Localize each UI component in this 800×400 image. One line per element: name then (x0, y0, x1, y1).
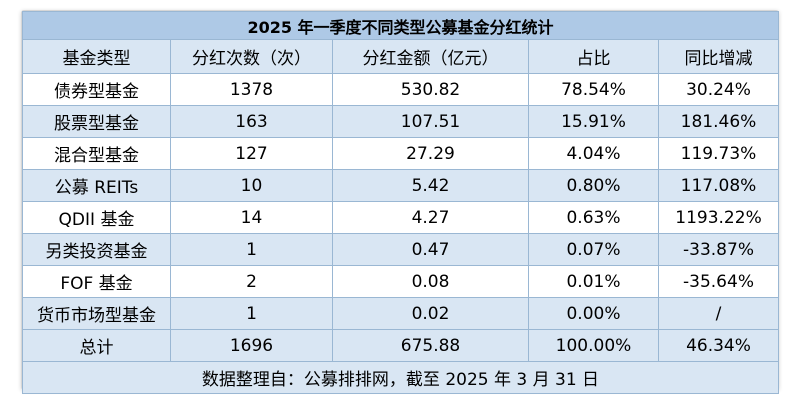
cell-fund-type: FOF 基金 (22, 265, 171, 298)
cell-share: 78.54% (528, 73, 659, 106)
cell-dividend-count: 14 (170, 201, 333, 234)
cell-dividend-amount: 107.51 (332, 105, 529, 138)
cell-dividend-amount: 0.47 (332, 233, 529, 266)
header-share: 占比 (528, 39, 659, 74)
cell-dividend-amount: 5.42 (332, 169, 529, 202)
table-row: 货币市场型基金 1 0.02 0.00% / (22, 297, 779, 330)
table-row: 股票型基金 163 107.51 15.91% 181.46% (22, 105, 779, 138)
cell-yoy-change: 30.24% (658, 73, 779, 106)
cell-dividend-count: 163 (170, 105, 333, 138)
header-fund-type: 基金类型 (22, 39, 171, 74)
cell-dividend-count: 1 (170, 233, 333, 266)
header-yoy-change: 同比增减 (658, 39, 779, 74)
cell-yoy-change: 181.46% (658, 105, 779, 138)
cell-fund-type: 混合型基金 (22, 137, 171, 170)
dividend-table: 2025 年一季度不同类型公募基金分红统计 基金类型 分红次数（次） 分红金额（… (22, 11, 779, 394)
cell-yoy-change: -33.87% (658, 233, 779, 266)
cell-yoy-change: / (658, 297, 779, 330)
cell-share: 0.00% (528, 297, 659, 330)
cell-fund-type: 债券型基金 (22, 73, 171, 106)
header-dividend-count: 分红次数（次） (170, 39, 333, 74)
cell-dividend-amount: 0.08 (332, 265, 529, 298)
cell-fund-type: 另类投资基金 (22, 233, 171, 266)
source-note: 数据整理自：公募排排网，截至 2025 年 3 月 31 日 (22, 361, 779, 394)
table-row: 混合型基金 127 27.29 4.04% 119.73% (22, 137, 779, 170)
cell-fund-type: 货币市场型基金 (22, 297, 171, 330)
cell-yoy-change: 117.08% (658, 169, 779, 202)
cell-fund-type: 公募 REITs (22, 169, 171, 202)
cell-dividend-amount: 4.27 (332, 201, 529, 234)
total-label: 总计 (22, 329, 171, 362)
cell-dividend-amount: 530.82 (332, 73, 529, 106)
table-row: QDII 基金 14 4.27 0.63% 1193.22% (22, 201, 779, 234)
table-title: 2025 年一季度不同类型公募基金分红统计 (22, 11, 779, 40)
cell-dividend-count: 1 (170, 297, 333, 330)
total-dividend-count: 1696 (170, 329, 333, 362)
cell-share: 0.07% (528, 233, 659, 266)
title-row: 2025 年一季度不同类型公募基金分红统计 (22, 11, 779, 40)
cell-yoy-change: 1193.22% (658, 201, 779, 234)
table-row: 公募 REITs 10 5.42 0.80% 117.08% (22, 169, 779, 202)
total-share: 100.00% (528, 329, 659, 362)
cell-yoy-change: 119.73% (658, 137, 779, 170)
cell-share: 0.63% (528, 201, 659, 234)
source-row: 数据整理自：公募排排网，截至 2025 年 3 月 31 日 (22, 361, 779, 394)
cell-dividend-count: 1378 (170, 73, 333, 106)
total-yoy-change: 46.34% (658, 329, 779, 362)
cell-share: 0.01% (528, 265, 659, 298)
table-row: 另类投资基金 1 0.47 0.07% -33.87% (22, 233, 779, 266)
table-row: 债券型基金 1378 530.82 78.54% 30.24% (22, 73, 779, 106)
table-card: 2025 年一季度不同类型公募基金分红统计 基金类型 分红次数（次） 分红金额（… (21, 10, 779, 394)
cell-share: 15.91% (528, 105, 659, 138)
cell-fund-type: 股票型基金 (22, 105, 171, 138)
cell-dividend-count: 10 (170, 169, 333, 202)
header-row: 基金类型 分红次数（次） 分红金额（亿元） 占比 同比增减 (22, 39, 779, 74)
table-row: FOF 基金 2 0.08 0.01% -35.64% (22, 265, 779, 298)
cell-dividend-count: 127 (170, 137, 333, 170)
header-dividend-amount: 分红金额（亿元） (332, 39, 529, 74)
cell-yoy-change: -35.64% (658, 265, 779, 298)
cell-share: 0.80% (528, 169, 659, 202)
total-row: 总计 1696 675.88 100.00% 46.34% (22, 329, 779, 362)
cell-fund-type: QDII 基金 (22, 201, 171, 234)
cell-dividend-count: 2 (170, 265, 333, 298)
cell-dividend-amount: 0.02 (332, 297, 529, 330)
total-dividend-amount: 675.88 (332, 329, 529, 362)
cell-dividend-amount: 27.29 (332, 137, 529, 170)
cell-share: 4.04% (528, 137, 659, 170)
